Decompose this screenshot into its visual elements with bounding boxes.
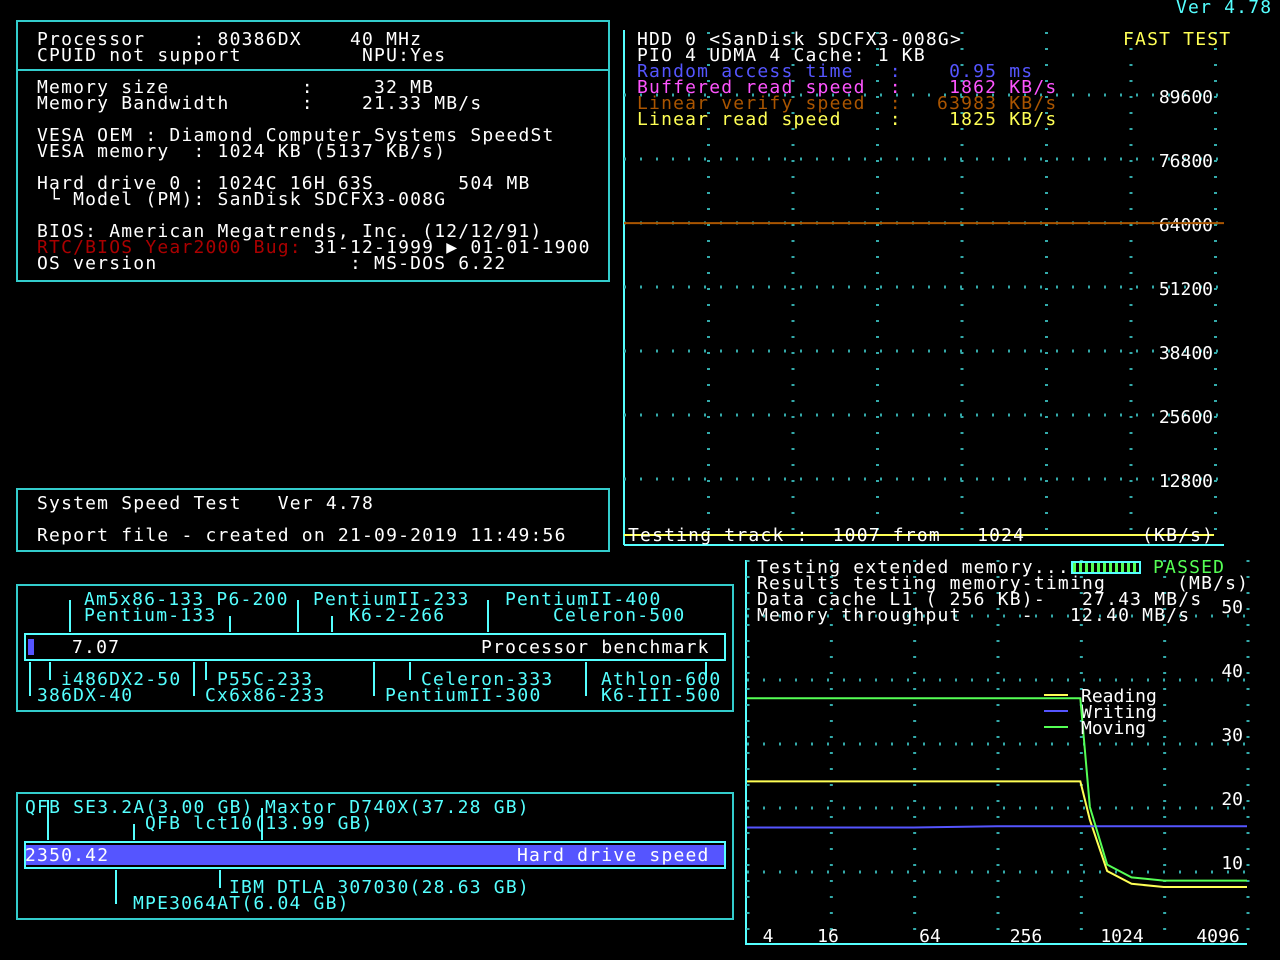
hdd-y-tick: 89600	[1159, 87, 1213, 108]
mem-x-tick: 4	[763, 926, 774, 947]
l1-cache-result: Data cache L1 ( 256 KB)- 27.43 MB/s	[757, 589, 1203, 610]
mem-x-tick: 1024	[1100, 926, 1143, 947]
mem-x-tick: 4096	[1196, 926, 1239, 947]
version-label: Ver 4.78	[1176, 0, 1273, 18]
ref-cpu: P55C-233	[217, 669, 314, 690]
hd-benchmark-label: Hard drive speed	[517, 845, 710, 866]
memory-test-status: Testing extended memory...	[757, 557, 1070, 578]
ref-drive: Maxtor D740X(37.28 GB)	[265, 797, 530, 818]
vesa-oem: VESA OEM : Diamond Computer Systems Spee…	[37, 125, 555, 146]
hdd-title: HDD 0 <SanDisk SDCFX3-008G>	[637, 29, 962, 50]
ref-cpu: 386DX-40	[37, 685, 134, 706]
mem-y-tick: 40	[1221, 661, 1243, 682]
ref-cpu: Athlon-600	[601, 669, 722, 690]
hdd-metric-value: 1825 KB/s	[925, 109, 1058, 130]
testing-track-status: Testing track : 1007 from 1024	[628, 525, 1026, 546]
mem-y-axis	[745, 560, 747, 945]
processor-info: Processor : 80386DX 40 MHz	[37, 29, 423, 50]
y2k-label: RTC/BIOS Year2000 Bug:	[37, 237, 302, 258]
mem-x-tick: 16	[817, 926, 839, 947]
hdd-y-tick: 51200	[1159, 279, 1213, 300]
divider	[16, 69, 610, 71]
mem-series-writing	[747, 825, 1247, 829]
hd-benchmark-panel	[16, 792, 734, 920]
ref-cpu: i486DX2-50	[61, 669, 182, 690]
hd-benchmark-bar	[24, 841, 726, 869]
memory-progress-bar	[1071, 561, 1141, 574]
cpu-benchmark-bar	[24, 633, 726, 661]
memory-unit: (MB/s)	[1177, 573, 1250, 594]
ref-drive: MPE3064AT(6.04 GB)	[133, 893, 350, 914]
ref-drive: QFB lct10(13.99 GB)	[145, 813, 374, 834]
legend-moving: Moving	[1081, 718, 1146, 739]
mem-y-tick: 30	[1221, 725, 1243, 746]
memory-size: Memory size : 32 MB	[37, 77, 435, 98]
report-title: System Speed Test Ver 4.78	[37, 493, 375, 514]
hdd-unit: (KB/s)	[1142, 525, 1215, 546]
ref-cpu: PentiumII-233	[313, 589, 470, 610]
hdd-metric-label: Random access time :	[637, 61, 902, 82]
hdd-metric-value: 1862 KB/s	[925, 77, 1058, 98]
cpu-benchmark-fill	[28, 639, 34, 655]
mem-y-tick: 50	[1221, 597, 1243, 618]
mem-series-reading	[747, 780, 1247, 888]
hdd-y-tick: 38400	[1159, 343, 1213, 364]
cpu-benchmark-value: 7.07	[72, 637, 121, 658]
hdd-metric-label: Buffered read speed :	[637, 77, 902, 98]
memory-bandwidth: Memory Bandwidth : 21.33 MB/s	[37, 93, 483, 114]
hd-benchmark-fill	[26, 845, 724, 865]
mem-x-tick: 256	[1010, 926, 1043, 947]
mem-y-tick: 20	[1221, 789, 1243, 810]
hdd-metric-label: Linear read speed :	[637, 109, 902, 130]
hdd-metric-label: Linear verify speed :	[637, 93, 902, 114]
memory-timing-title: Results testing memory-timing	[757, 573, 1107, 594]
passed-label: PASSED	[1153, 557, 1226, 578]
hdd-y-tick: 12800	[1159, 471, 1213, 492]
ref-cpu: PentiumII-400	[505, 589, 662, 610]
fast-test-label: FAST TEST	[1123, 29, 1232, 50]
ref-cpu: Pentium-133	[84, 605, 217, 626]
mem-y-tick: 10	[1221, 853, 1243, 874]
hdd-mode: PIO 4 UDMA 4 Cache: 1 KB	[637, 45, 926, 66]
hdd-metric-value: 63983 KB/s	[925, 93, 1058, 114]
mem-x-axis	[745, 943, 1247, 945]
vesa-memory: VESA memory : 1024 KB (5137 KB/s)	[37, 141, 447, 162]
hdd-y-tick: 64000	[1159, 215, 1213, 236]
y2k-value: 31-12-1999 ▶ 01-01-1900	[301, 237, 591, 258]
legend-writing: Writing	[1081, 702, 1157, 723]
hd-benchmark-value: 2350.42	[25, 845, 110, 866]
report-panel	[16, 488, 610, 552]
hdd-y-tick: 76800	[1159, 151, 1213, 172]
ref-cpu: Am5x86-133 P6-200	[84, 589, 289, 610]
bios-info: BIOS: American Megatrends, Inc. (12/12/9…	[37, 221, 543, 242]
ref-drive: IBM DTLA 307030(28.63 GB)	[229, 877, 530, 898]
ref-drive: QFB SE3.2A(3.00 GB)	[25, 797, 254, 818]
mem-x-tick: 64	[919, 926, 941, 947]
ref-cpu: K6-2-266	[349, 605, 446, 626]
legend-reading: Reading	[1081, 686, 1157, 707]
os-version: OS version : MS-DOS 6.22	[37, 253, 507, 274]
ref-cpu: Cx6x86-233	[205, 685, 326, 706]
mem-series-moving	[747, 697, 1247, 882]
hard-drive-model: └ Model (PM): SanDisk SDCFX3-008G	[37, 189, 447, 210]
hard-drive-info: Hard drive 0 : 1024C 16H 63S 504 MB	[37, 173, 531, 194]
ref-cpu: PentiumII-300	[385, 685, 542, 706]
cpu-benchmark-panel	[16, 584, 734, 712]
hdd-metric-value: 0.95 ms	[925, 61, 1034, 82]
report-line: Report file - created on 21-09-2019 11:4…	[37, 525, 567, 546]
sysinfo-panel	[16, 20, 610, 282]
ref-cpu: Celeron-333	[421, 669, 554, 690]
memory-throughput: Memory throughput - 12.40 MB/s	[757, 605, 1191, 626]
cpu-benchmark-label: Processor benchmark	[481, 637, 710, 658]
hdd-y-tick: 25600	[1159, 407, 1213, 428]
cpuid-info: CPUID not support NPU:Yes	[37, 45, 447, 66]
ref-cpu: K6-III-500	[601, 685, 722, 706]
ref-cpu: Celeron-500	[553, 605, 686, 626]
